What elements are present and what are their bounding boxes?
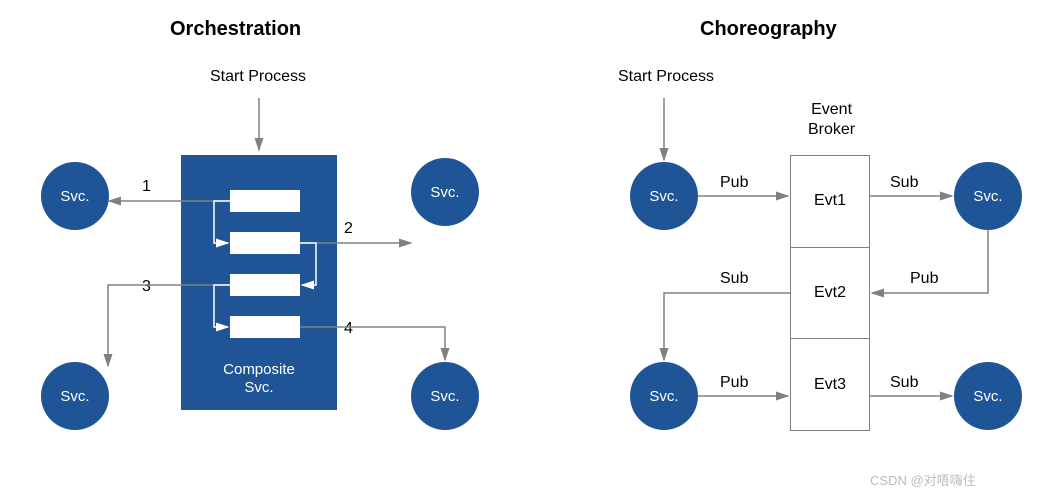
inner-step <box>230 232 300 254</box>
orch-svc-node: Svc. <box>41 362 109 430</box>
broker-event-row: Evt3 <box>791 339 869 430</box>
orch-svc-node: Svc. <box>411 158 479 226</box>
event-broker: Evt1 Evt2 Evt3 <box>790 155 870 431</box>
choreography-title: Choreography <box>700 18 837 41</box>
broker-label: Event Broker <box>808 100 855 140</box>
sub-label: Sub <box>720 270 748 288</box>
svc-text: Svc. <box>430 184 459 201</box>
watermark: CSDN @对唔嗨住 <box>870 470 976 489</box>
pub-label: Pub <box>720 174 748 192</box>
orch-start-label: Start Process <box>210 68 306 86</box>
svc-text: Svc. <box>60 188 89 205</box>
choreo-start-label: Start Process <box>618 68 714 86</box>
choreo-svc-node: Svc. <box>954 162 1022 230</box>
pub-label: Pub <box>910 270 938 288</box>
svc-text: Svc. <box>60 388 89 405</box>
sub-label: Sub <box>890 374 918 392</box>
svc-text: Svc. <box>649 188 678 205</box>
edge-number: 2 <box>344 220 353 238</box>
edge-number: 4 <box>344 320 353 338</box>
choreo-svc-node: Svc. <box>630 362 698 430</box>
broker-label-l2: Broker <box>808 121 855 138</box>
orch-svc-node: Svc. <box>411 362 479 430</box>
svc-text: Svc. <box>430 388 459 405</box>
svc-text: Svc. <box>973 388 1002 405</box>
edge-number: 3 <box>142 278 151 296</box>
broker-event-row: Evt1 <box>791 156 869 248</box>
inner-step <box>230 190 300 212</box>
inner-step <box>230 316 300 338</box>
broker-event-row: Evt2 <box>791 248 869 340</box>
composite-label-l1: Composite <box>223 361 295 378</box>
choreo-svc-node: Svc. <box>630 162 698 230</box>
orchestration-title: Orchestration <box>170 18 301 41</box>
composite-label: Composite Svc. <box>181 361 337 399</box>
composite-label-l2: Svc. <box>244 379 273 396</box>
sub-label: Sub <box>890 174 918 192</box>
inner-step <box>230 274 300 296</box>
composite-svc-box: Composite Svc. <box>181 155 337 410</box>
edge-number: 1 <box>142 178 151 196</box>
diagram-lines <box>0 0 1052 500</box>
svc-text: Svc. <box>973 188 1002 205</box>
pub-label: Pub <box>720 374 748 392</box>
svc-text: Svc. <box>649 388 678 405</box>
broker-label-l1: Event <box>811 101 852 118</box>
choreo-svc-node: Svc. <box>954 362 1022 430</box>
orch-svc-node: Svc. <box>41 162 109 230</box>
